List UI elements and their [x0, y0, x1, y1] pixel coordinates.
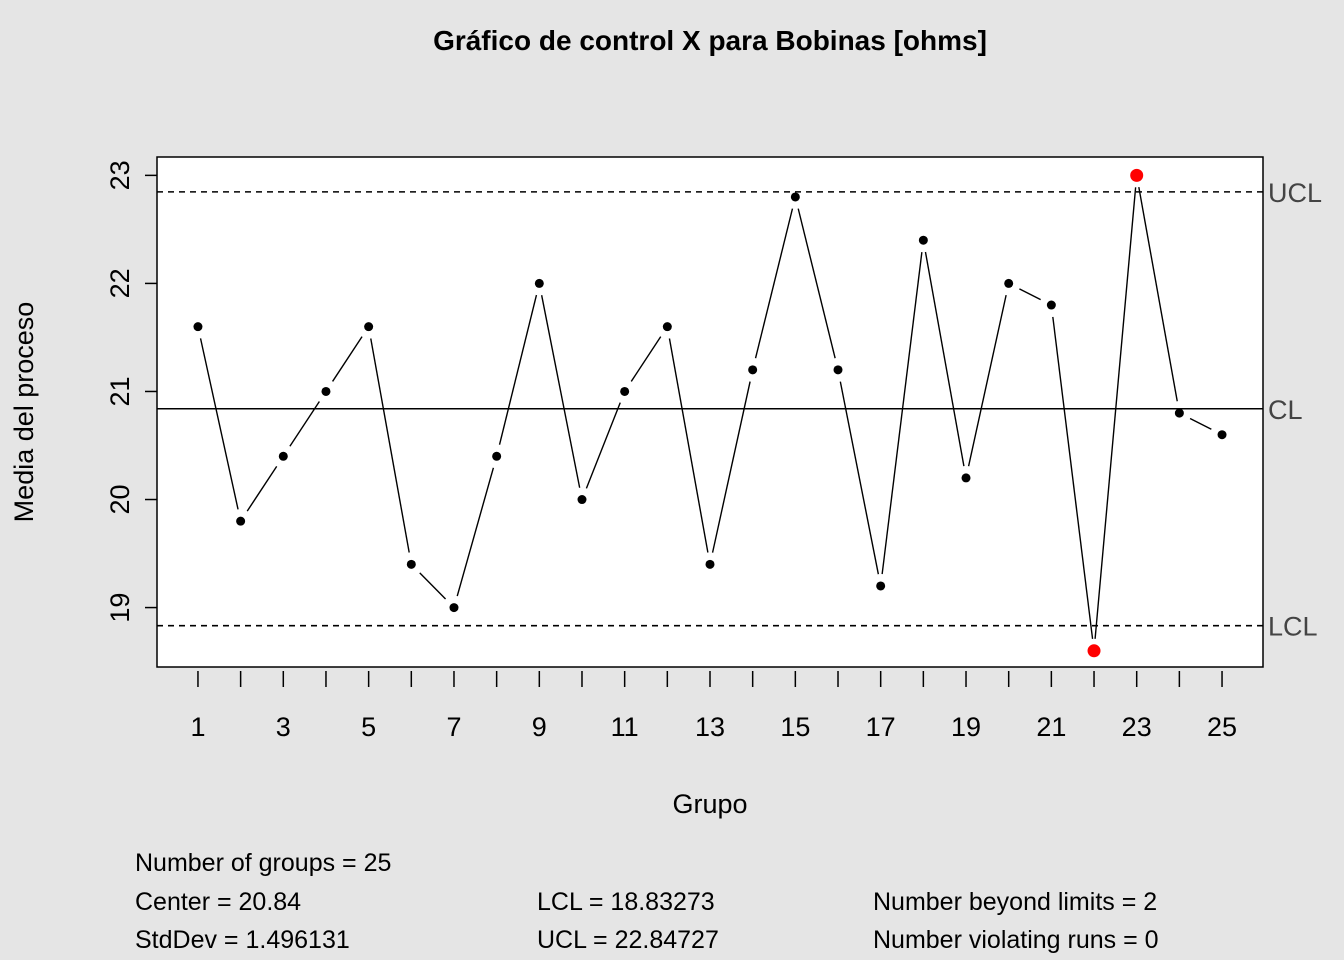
- stat-beyond-limits: Number beyond limits = 2: [873, 888, 1157, 916]
- data-point: [748, 365, 758, 375]
- x-tick-label: 21: [1036, 712, 1066, 742]
- y-axis: 19 20 21 22 23: [105, 160, 157, 623]
- lcl-label: LCL: [1268, 612, 1318, 642]
- series-segment: [331, 336, 363, 382]
- data-point: [449, 603, 459, 613]
- series-segment: [540, 295, 581, 488]
- series-segment: [370, 338, 410, 553]
- x-tick-label: 23: [1122, 712, 1152, 742]
- series-segment: [839, 381, 880, 575]
- x-axis-label: Grupo: [672, 789, 747, 819]
- data-point: [662, 322, 672, 332]
- data-point: [278, 451, 288, 461]
- series-segment: [1138, 187, 1178, 402]
- y-tick-label: 23: [105, 160, 135, 190]
- series-segment: [456, 467, 495, 597]
- data-point: [364, 322, 374, 332]
- data-point: [1046, 300, 1056, 310]
- data-point: [406, 559, 416, 569]
- stat-stddev: StdDev = 1.496131: [135, 926, 350, 954]
- x-tick-label: 19: [951, 712, 981, 742]
- x-tick-label: 7: [446, 712, 461, 742]
- x-axis: 1 3 5 7 9 11 13 15 17 19 21 23 25: [190, 671, 1237, 742]
- x-tick-label: 17: [866, 712, 896, 742]
- chart-title: Gráfico de control X para Bobinas [ohms]: [433, 25, 987, 56]
- data-point: [1174, 408, 1184, 418]
- stat-center: Center = 20.84: [135, 888, 301, 916]
- ucl-label: UCL: [1268, 178, 1322, 208]
- series-segment: [585, 402, 621, 489]
- data-series: [193, 168, 1227, 658]
- y-tick-label: 19: [105, 593, 135, 623]
- series-segment: [881, 252, 923, 575]
- data-point: [321, 386, 331, 396]
- stat-lcl: LCL = 18.83273: [537, 888, 715, 916]
- series-segment: [1019, 288, 1041, 301]
- violation-point: [1130, 168, 1144, 182]
- x-tick-label: 1: [190, 712, 205, 742]
- y-tick-label: 21: [105, 376, 135, 406]
- data-point: [1004, 278, 1014, 288]
- series-segment: [199, 338, 239, 510]
- y-axis-label: Media del proceso: [9, 302, 39, 523]
- x-tick-label: 5: [361, 712, 376, 742]
- stat-number-of-groups: Number of groups = 25: [135, 849, 391, 877]
- series-segment: [1052, 316, 1094, 639]
- violation-point: [1087, 644, 1101, 658]
- series-segment: [797, 208, 836, 359]
- series-segment: [630, 336, 662, 382]
- data-point: [918, 235, 928, 245]
- x-tick-label: 15: [780, 712, 810, 742]
- plot-area: [156, 156, 1264, 668]
- series-segment: [924, 251, 965, 467]
- x-tick-label: 13: [695, 712, 725, 742]
- data-point: [961, 473, 971, 483]
- data-point: [833, 365, 843, 375]
- data-point: [193, 322, 203, 332]
- cl-label: CL: [1268, 395, 1303, 425]
- data-point: [1217, 430, 1227, 440]
- data-point: [705, 559, 715, 569]
- data-point: [534, 278, 544, 288]
- series-segment: [711, 381, 751, 553]
- series-segment: [1094, 187, 1137, 639]
- series-segment: [246, 465, 278, 512]
- control-limits: UCL CL LCL: [157, 178, 1322, 642]
- x-tick-label: 3: [276, 712, 291, 742]
- data-point: [492, 451, 502, 461]
- series-segment: [668, 338, 709, 553]
- series-segment: [1189, 417, 1212, 430]
- stat-ucl: UCL = 22.84727: [537, 926, 719, 954]
- data-point: [620, 386, 630, 396]
- data-point: [790, 192, 800, 202]
- data-point: [876, 581, 886, 591]
- data-point: [236, 516, 246, 526]
- x-tick-label: 25: [1207, 712, 1237, 742]
- series-segment: [967, 294, 1007, 467]
- x-tick-label: 9: [532, 712, 547, 742]
- series-segment: [754, 208, 794, 359]
- y-tick-label: 20: [105, 484, 135, 514]
- y-tick-label: 22: [105, 268, 135, 298]
- stat-violating-runs: Number violating runs = 0: [873, 926, 1159, 954]
- series-segment: [289, 401, 320, 447]
- series-segment: [498, 294, 538, 445]
- data-point: [577, 495, 587, 505]
- x-tick-label: 11: [611, 712, 639, 742]
- series-segment: [419, 572, 447, 600]
